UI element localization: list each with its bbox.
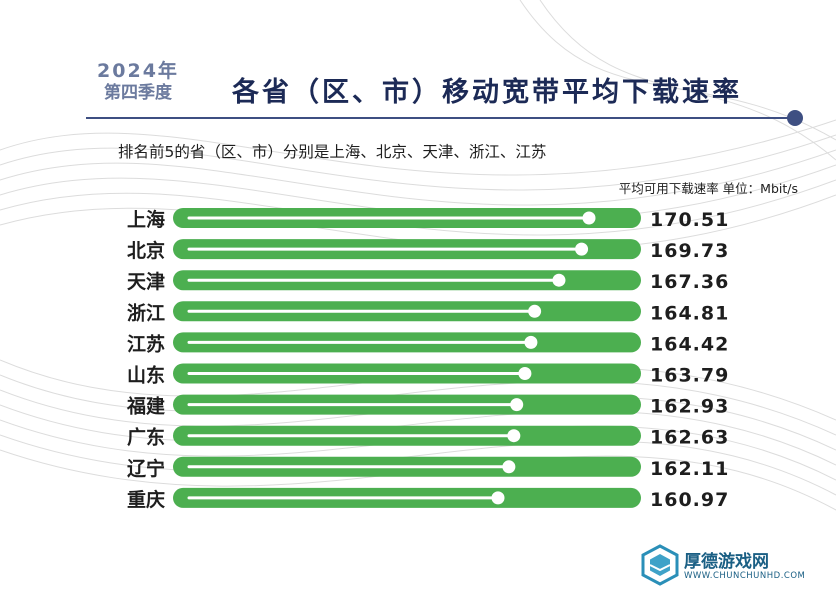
page-title: 各省（区、市）移动宽带平均下载速率 — [232, 77, 742, 108]
category-label: 重庆 — [127, 488, 165, 511]
bar-value-knob — [510, 398, 524, 412]
report-year: 2024年 — [97, 60, 179, 82]
value-label: 163.79 — [650, 365, 729, 387]
value-label: 169.73 — [650, 240, 729, 262]
bar-value-knob — [518, 367, 532, 380]
category-label: 辽宁 — [127, 457, 165, 480]
hexagon-logo-icon — [641, 544, 679, 586]
value-label: 167.36 — [650, 271, 729, 293]
bar-value-knob — [491, 491, 505, 505]
unit-note: 平均可用下载速率 单位：Mbit/s — [618, 181, 798, 196]
category-label: 上海 — [127, 208, 165, 231]
bar-value-knob — [582, 211, 596, 225]
value-label: 162.63 — [650, 427, 729, 449]
category-label: 福建 — [126, 395, 165, 418]
category-label: 天津 — [127, 270, 165, 293]
watermark-url: WWW.CHUNCHUNHD.COM — [684, 571, 806, 581]
title-underline — [86, 117, 792, 119]
category-label: 江苏 — [127, 332, 165, 355]
category-label: 广东 — [127, 426, 165, 449]
bar-value-knob — [552, 273, 566, 287]
bar-value-knob — [524, 335, 538, 349]
category-label: 北京 — [127, 239, 165, 262]
ranking-subtitle: 排名前5的省（区、市）分别是上海、北京、天津、浙江、江苏 — [118, 143, 547, 161]
title-underline-dot — [787, 110, 803, 126]
report-period: 2024年 第四季度 — [92, 60, 184, 104]
value-label: 164.81 — [650, 302, 729, 324]
category-label: 山东 — [127, 364, 165, 387]
bar-value-knob — [502, 460, 516, 474]
value-label: 162.93 — [650, 396, 729, 418]
bar-value-knob — [528, 304, 542, 318]
value-label: 160.97 — [650, 489, 729, 511]
bar-value-knob — [507, 429, 521, 443]
watermark-name: 厚德游戏网 — [684, 552, 769, 572]
report-quarter: 第四季度 — [104, 83, 172, 103]
bar-value-knob — [575, 242, 589, 256]
value-label: 162.11 — [650, 458, 729, 480]
watermark-logo: 厚德游戏网 WWW.CHUNCHUNHD.COM — [640, 544, 820, 588]
value-label: 170.51 — [650, 209, 729, 231]
value-label: 164.42 — [650, 333, 729, 355]
category-label: 浙江 — [127, 301, 165, 324]
